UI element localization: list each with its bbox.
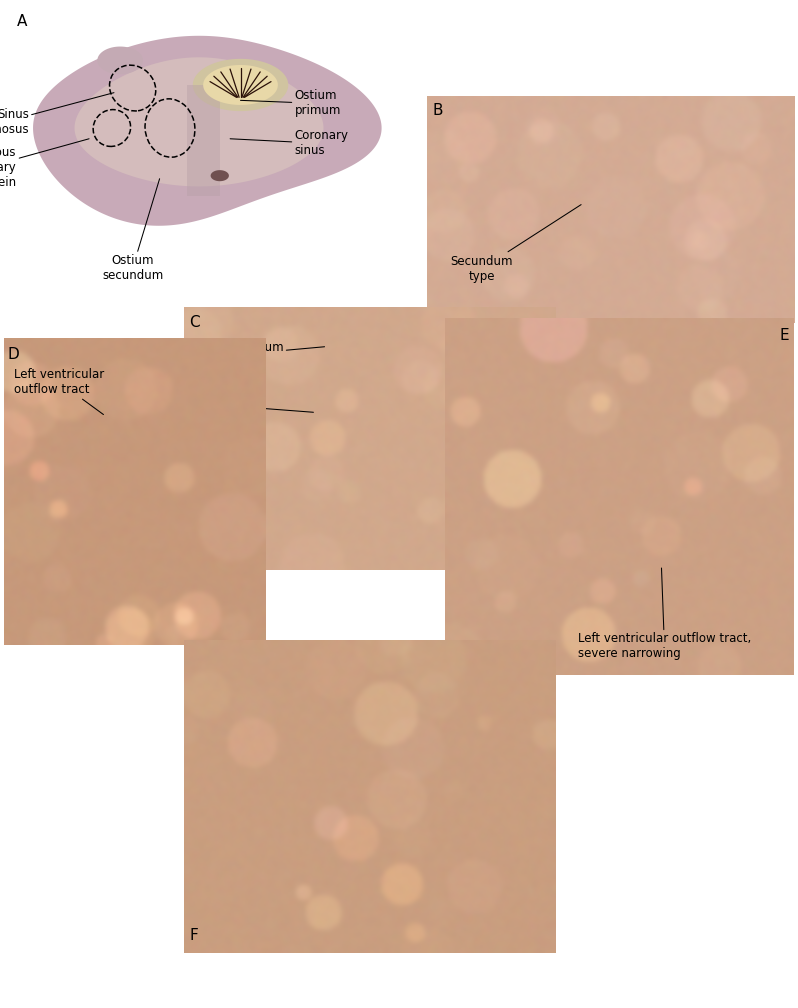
Text: Left ventricular
outflow tract: Left ventricular outflow tract: [14, 369, 105, 414]
Polygon shape: [211, 170, 229, 181]
Text: Coronary
sinus: Coronary sinus: [230, 129, 349, 157]
Polygon shape: [203, 65, 278, 105]
Text: Sinus
venosus: Sinus venosus: [0, 93, 114, 136]
Text: Left ventricular outflow tract,
severe narrowing: Left ventricular outflow tract, severe n…: [578, 569, 751, 660]
Polygon shape: [74, 57, 323, 186]
Text: C: C: [189, 316, 200, 331]
Polygon shape: [187, 85, 219, 196]
Text: E: E: [779, 329, 788, 344]
Text: A: A: [17, 14, 27, 29]
Polygon shape: [193, 58, 288, 111]
Text: Ostium
primum: Ostium primum: [240, 90, 341, 117]
Polygon shape: [33, 36, 381, 226]
Text: Ostium primum
type: Ostium primum type: [191, 341, 325, 369]
Text: B: B: [433, 103, 443, 118]
Polygon shape: [97, 46, 143, 75]
Text: "Cleft": "Cleft": [191, 398, 314, 412]
Text: Anomalous
pulmonary
vein: Anomalous pulmonary vein: [0, 139, 89, 190]
Text: F: F: [189, 928, 198, 943]
Text: D: D: [8, 347, 20, 362]
Text: Ostium
secundum: Ostium secundum: [102, 178, 164, 282]
Text: Secundum
type: Secundum type: [451, 205, 581, 282]
